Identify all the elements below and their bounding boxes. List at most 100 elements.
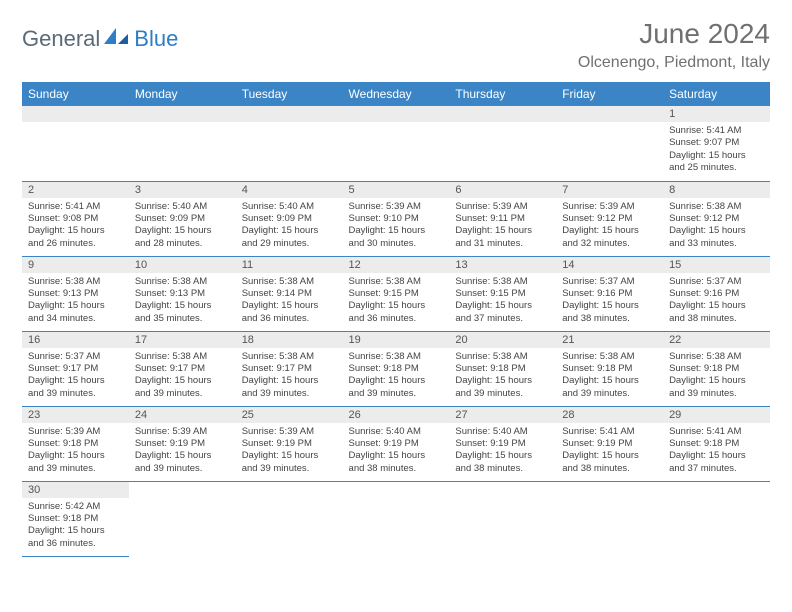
col-header-tuesday: Tuesday [236,82,343,106]
day-details: Sunrise: 5:42 AMSunset: 9:18 PMDaylight:… [22,498,129,554]
day-details: Sunrise: 5:39 AMSunset: 9:11 PMDaylight:… [449,198,556,254]
day-number: 1 [663,106,770,122]
day-number: 11 [236,257,343,273]
header-right: June 2024 Olcenengo, Piedmont, Italy [578,18,770,72]
day-number [22,106,129,122]
calendar-cell [343,106,450,181]
day-details: Sunrise: 5:38 AMSunset: 9:14 PMDaylight:… [236,273,343,329]
col-header-saturday: Saturday [663,82,770,106]
calendar-cell [449,106,556,181]
calendar-row: 30Sunrise: 5:42 AMSunset: 9:18 PMDayligh… [22,481,770,556]
calendar-row: 23Sunrise: 5:39 AMSunset: 9:18 PMDayligh… [22,406,770,481]
logo-sail-icon [102,26,130,51]
day-number: 25 [236,407,343,423]
calendar-cell: 22Sunrise: 5:38 AMSunset: 9:18 PMDayligh… [663,331,770,406]
calendar-cell: 7Sunrise: 5:39 AMSunset: 9:12 PMDaylight… [556,181,663,256]
day-number [663,482,770,498]
calendar-header-row: SundayMondayTuesdayWednesdayThursdayFrid… [22,82,770,106]
calendar-row: 16Sunrise: 5:37 AMSunset: 9:17 PMDayligh… [22,331,770,406]
day-details: Sunrise: 5:38 AMSunset: 9:15 PMDaylight:… [449,273,556,329]
day-number [556,106,663,122]
day-details: Sunrise: 5:39 AMSunset: 9:12 PMDaylight:… [556,198,663,254]
location-label: Olcenengo, Piedmont, Italy [578,54,770,72]
day-number: 26 [343,407,450,423]
col-header-monday: Monday [129,82,236,106]
day-details: Sunrise: 5:38 AMSunset: 9:18 PMDaylight:… [449,348,556,404]
calendar-cell [449,481,556,556]
day-number: 20 [449,332,556,348]
day-number: 19 [343,332,450,348]
day-details: Sunrise: 5:39 AMSunset: 9:19 PMDaylight:… [236,423,343,479]
day-details: Sunrise: 5:40 AMSunset: 9:19 PMDaylight:… [449,423,556,479]
calendar-cell [556,106,663,181]
calendar-cell: 9Sunrise: 5:38 AMSunset: 9:13 PMDaylight… [22,256,129,331]
logo-text-general: General [22,26,100,52]
calendar-cell: 12Sunrise: 5:38 AMSunset: 9:15 PMDayligh… [343,256,450,331]
calendar-cell: 13Sunrise: 5:38 AMSunset: 9:15 PMDayligh… [449,256,556,331]
calendar-cell: 28Sunrise: 5:41 AMSunset: 9:19 PMDayligh… [556,406,663,481]
day-number: 27 [449,407,556,423]
calendar-cell: 23Sunrise: 5:39 AMSunset: 9:18 PMDayligh… [22,406,129,481]
day-number: 24 [129,407,236,423]
calendar-table: SundayMondayTuesdayWednesdayThursdayFrid… [22,82,770,557]
calendar-row: 2Sunrise: 5:41 AMSunset: 9:08 PMDaylight… [22,181,770,256]
day-number: 17 [129,332,236,348]
calendar-cell: 19Sunrise: 5:38 AMSunset: 9:18 PMDayligh… [343,331,450,406]
day-details: Sunrise: 5:41 AMSunset: 9:07 PMDaylight:… [663,122,770,178]
calendar-cell: 29Sunrise: 5:41 AMSunset: 9:18 PMDayligh… [663,406,770,481]
calendar-cell [663,481,770,556]
col-header-wednesday: Wednesday [343,82,450,106]
calendar-cell: 2Sunrise: 5:41 AMSunset: 9:08 PMDaylight… [22,181,129,256]
calendar-row: 9Sunrise: 5:38 AMSunset: 9:13 PMDaylight… [22,256,770,331]
calendar-cell: 6Sunrise: 5:39 AMSunset: 9:11 PMDaylight… [449,181,556,256]
day-number: 22 [663,332,770,348]
day-number: 12 [343,257,450,273]
day-number: 3 [129,182,236,198]
calendar-cell: 26Sunrise: 5:40 AMSunset: 9:19 PMDayligh… [343,406,450,481]
day-details: Sunrise: 5:40 AMSunset: 9:09 PMDaylight:… [129,198,236,254]
day-number: 30 [22,482,129,498]
calendar-cell [236,481,343,556]
logo: General Blue [22,18,178,52]
calendar-cell: 17Sunrise: 5:38 AMSunset: 9:17 PMDayligh… [129,331,236,406]
calendar-cell [236,106,343,181]
day-details: Sunrise: 5:40 AMSunset: 9:09 PMDaylight:… [236,198,343,254]
calendar-cell [556,481,663,556]
day-number: 28 [556,407,663,423]
calendar-cell: 1Sunrise: 5:41 AMSunset: 9:07 PMDaylight… [663,106,770,181]
calendar-cell [22,106,129,181]
col-header-friday: Friday [556,82,663,106]
day-number: 18 [236,332,343,348]
day-number: 4 [236,182,343,198]
day-details: Sunrise: 5:38 AMSunset: 9:18 PMDaylight:… [556,348,663,404]
day-number: 2 [22,182,129,198]
day-number: 23 [22,407,129,423]
calendar-cell: 5Sunrise: 5:39 AMSunset: 9:10 PMDaylight… [343,181,450,256]
calendar-cell [129,481,236,556]
day-number: 9 [22,257,129,273]
day-number: 10 [129,257,236,273]
calendar-cell: 10Sunrise: 5:38 AMSunset: 9:13 PMDayligh… [129,256,236,331]
logo-text-blue: Blue [134,26,178,52]
calendar-cell: 30Sunrise: 5:42 AMSunset: 9:18 PMDayligh… [22,481,129,556]
day-number: 7 [556,182,663,198]
col-header-sunday: Sunday [22,82,129,106]
calendar-cell: 16Sunrise: 5:37 AMSunset: 9:17 PMDayligh… [22,331,129,406]
calendar-cell [129,106,236,181]
day-details: Sunrise: 5:40 AMSunset: 9:19 PMDaylight:… [343,423,450,479]
calendar-cell: 15Sunrise: 5:37 AMSunset: 9:16 PMDayligh… [663,256,770,331]
col-header-thursday: Thursday [449,82,556,106]
day-details: Sunrise: 5:37 AMSunset: 9:17 PMDaylight:… [22,348,129,404]
calendar-cell: 27Sunrise: 5:40 AMSunset: 9:19 PMDayligh… [449,406,556,481]
calendar-cell: 4Sunrise: 5:40 AMSunset: 9:09 PMDaylight… [236,181,343,256]
calendar-cell: 8Sunrise: 5:38 AMSunset: 9:12 PMDaylight… [663,181,770,256]
day-details: Sunrise: 5:39 AMSunset: 9:19 PMDaylight:… [129,423,236,479]
day-details: Sunrise: 5:38 AMSunset: 9:13 PMDaylight:… [129,273,236,329]
day-details: Sunrise: 5:38 AMSunset: 9:13 PMDaylight:… [22,273,129,329]
day-details: Sunrise: 5:41 AMSunset: 9:18 PMDaylight:… [663,423,770,479]
page-title: June 2024 [578,18,770,50]
calendar-cell: 14Sunrise: 5:37 AMSunset: 9:16 PMDayligh… [556,256,663,331]
header: General Blue June 2024 Olcenengo, Piedmo… [22,18,770,72]
day-details: Sunrise: 5:39 AMSunset: 9:10 PMDaylight:… [343,198,450,254]
day-number: 29 [663,407,770,423]
